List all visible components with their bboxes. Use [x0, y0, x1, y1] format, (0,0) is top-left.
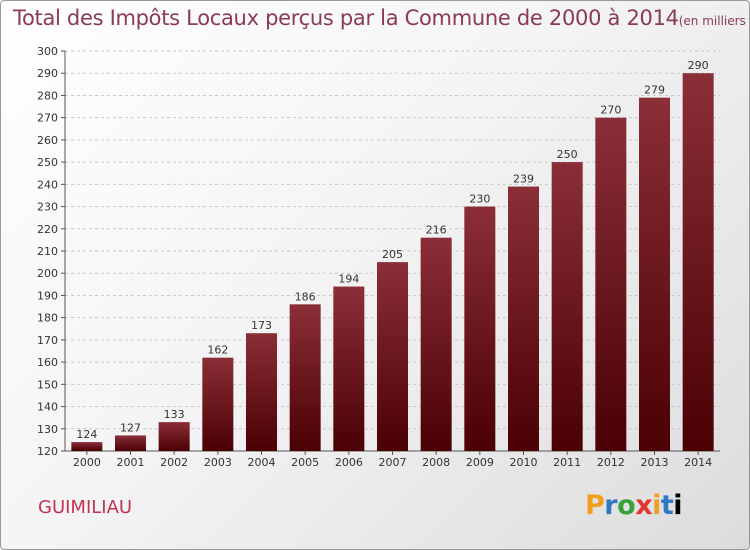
x-tick-label: 2009	[466, 456, 494, 469]
bar	[246, 333, 277, 451]
x-tick-label: 2006	[335, 456, 363, 469]
bar-value-label: 133	[164, 408, 185, 421]
y-tick-label: 210	[37, 245, 58, 258]
y-tick-label: 190	[37, 289, 58, 302]
proxiti-logo[interactable]: Proxiti	[585, 490, 683, 521]
bar-value-label: 124	[76, 428, 97, 441]
bar-value-label: 239	[513, 173, 534, 186]
chart-unit-label: (en milliers d'€)	[678, 14, 749, 28]
bar-value-label: 230	[469, 193, 490, 206]
bar	[71, 442, 103, 451]
labels: 120 130 140 150 160 170 180 190 200 210 220 230 240 2…	[37, 45, 712, 469]
bar	[682, 73, 714, 451]
x-tick-label: 2010	[510, 456, 538, 469]
bar	[464, 206, 496, 451]
logo-letter: i	[652, 490, 661, 521]
y-tick-label: 160	[37, 356, 58, 369]
logo-letter: i	[673, 490, 683, 521]
bar	[551, 162, 583, 451]
x-tick-label: 2013	[641, 456, 669, 469]
bar	[115, 435, 146, 451]
y-tick-label: 170	[37, 334, 58, 347]
y-tick-label: 270	[37, 112, 58, 125]
bar	[202, 357, 234, 451]
bar-value-label: 173	[251, 319, 272, 332]
grid-lines	[65, 50, 720, 430]
logo-letter: o	[617, 490, 636, 521]
y-tick-label: 180	[37, 312, 58, 325]
x-tick-label: 2008	[422, 456, 450, 469]
bar-value-label: 127	[120, 421, 141, 434]
logo-letter: P	[585, 490, 605, 521]
y-tick-label: 220	[37, 223, 58, 236]
y-tick-label: 260	[37, 134, 58, 147]
bar	[289, 304, 321, 451]
y-tick-label: 280	[37, 89, 58, 102]
bar-value-label: 270	[600, 104, 621, 117]
bar-value-label: 279	[644, 84, 665, 97]
y-tick-label: 300	[37, 45, 58, 58]
bar	[333, 286, 365, 451]
logo-letter: t	[660, 490, 674, 521]
x-tick-label: 2004	[248, 456, 276, 469]
bar	[639, 97, 670, 452]
x-tick-label: 2012	[597, 456, 625, 469]
bar-value-label: 216	[426, 224, 447, 237]
x-tick-label: 2001	[117, 456, 145, 469]
y-tick-label: 230	[37, 201, 58, 214]
y-tick-label: 240	[37, 178, 58, 191]
chart-title: Total des Impôts Locaux perçus par la Co…	[13, 6, 749, 30]
commune-name: GUIMILIAU	[38, 497, 133, 518]
logo-letter: x	[635, 490, 653, 521]
y-tick-label: 120	[37, 445, 58, 458]
x-tick-label: 2011	[553, 456, 581, 469]
x-tick-label: 2005	[291, 456, 319, 469]
logo-letter: r	[604, 490, 618, 521]
bars	[71, 73, 714, 452]
x-tick-label: 2014	[684, 456, 712, 469]
y-tick-label: 250	[37, 156, 58, 169]
x-tick-label: 2002	[160, 456, 188, 469]
bar	[508, 186, 539, 452]
bar-value-label: 186	[295, 290, 316, 303]
y-tick-label: 200	[37, 267, 58, 280]
x-tick-label: 2000	[73, 456, 101, 469]
bar-value-label: 205	[382, 248, 403, 261]
bar	[595, 117, 627, 452]
bar-value-label: 290	[688, 59, 709, 72]
y-tick-label: 140	[37, 401, 58, 414]
y-tick-label: 150	[37, 378, 58, 391]
bar-value-label: 162	[207, 344, 228, 357]
y-tick-label: 290	[37, 67, 58, 80]
x-tick-label: 2007	[379, 456, 407, 469]
bar-value-label: 194	[338, 273, 359, 286]
bar	[158, 422, 190, 451]
bar	[420, 237, 452, 451]
y-tick-label: 130	[37, 423, 58, 436]
bar	[377, 262, 408, 451]
x-tick-label: 2003	[204, 456, 232, 469]
chart-title-text: Total des Impôts Locaux perçus par la Co…	[13, 6, 679, 30]
bar-value-label: 250	[557, 148, 578, 161]
